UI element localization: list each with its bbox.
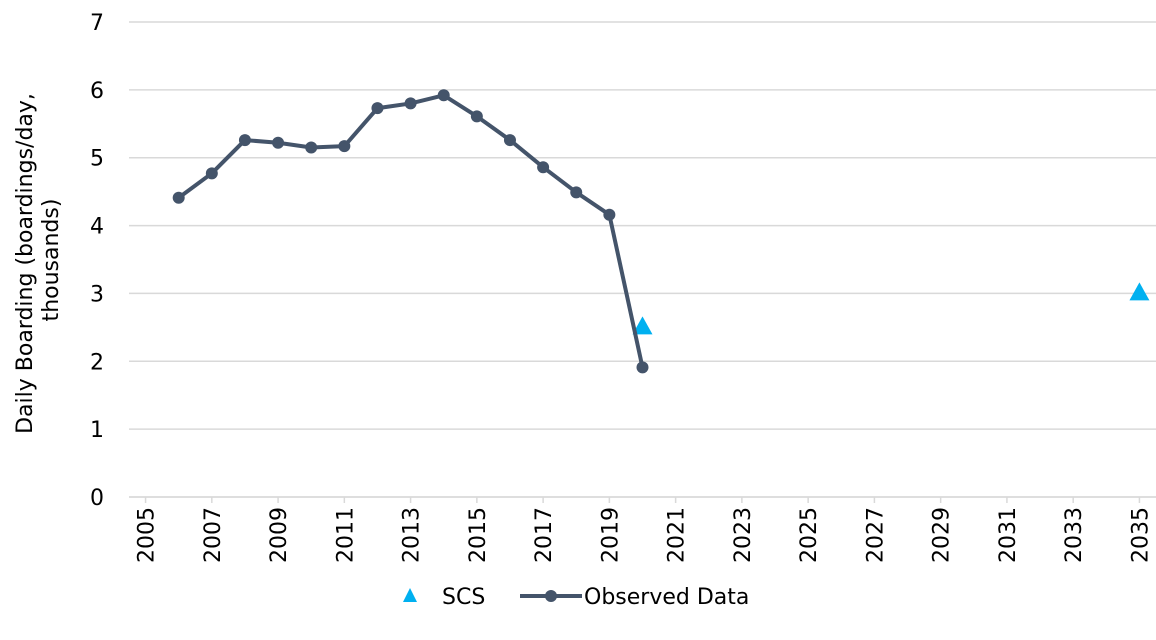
y-tick-label: 5 — [90, 147, 104, 172]
triangle-marker — [1129, 282, 1150, 301]
x-tick-label: 2007 — [201, 507, 226, 563]
circle-marker — [272, 136, 285, 149]
x-tick-label: 2023 — [731, 507, 756, 563]
x-tick-label: 2029 — [930, 507, 955, 563]
circle-marker — [603, 208, 616, 221]
circle-marker — [238, 134, 251, 147]
circle-marker — [437, 89, 450, 102]
x-tick-label: 2005 — [135, 507, 160, 563]
y-tick-label: 4 — [90, 215, 104, 240]
x-tick-label: 2019 — [598, 507, 623, 563]
legend-label: SCS — [442, 585, 485, 610]
circle-marker — [371, 102, 384, 115]
circle-marker — [305, 141, 318, 154]
x-tick-label: 2017 — [532, 507, 557, 563]
circle-marker — [338, 140, 351, 153]
triangle-marker — [632, 316, 653, 335]
legend-marker — [403, 588, 417, 602]
y-tick-label: 6 — [90, 79, 104, 104]
circle-marker — [205, 167, 218, 180]
x-tick-label: 2009 — [267, 507, 292, 563]
y-tick-label: 1 — [90, 418, 104, 443]
y-tick-label: 0 — [90, 486, 104, 511]
circle-marker — [537, 161, 550, 174]
x-tick-label: 2035 — [1128, 507, 1153, 563]
y-tick-label: 7 — [90, 11, 104, 36]
y-axis-label-line: thousands) — [39, 199, 64, 322]
x-tick-label: 2011 — [333, 507, 358, 563]
y-axis-label: Daily Boarding (boardings/day, thousands… — [13, 86, 64, 434]
legend-marker — [545, 590, 557, 602]
x-tick-label: 2031 — [996, 507, 1021, 563]
x-tick-label: 2027 — [863, 507, 888, 563]
x-tick-label: 2033 — [1062, 507, 1087, 563]
x-tick-label: 2021 — [665, 507, 690, 563]
legend-item: SCS — [403, 585, 485, 610]
legend-item: Observed Data — [520, 585, 749, 610]
circle-marker — [404, 97, 417, 110]
x-tick-label: 2025 — [797, 507, 822, 563]
x-tick-label: 2015 — [466, 507, 491, 563]
legend-label: Observed Data — [584, 585, 749, 610]
circle-marker — [503, 134, 516, 147]
y-axis-label-line: Daily Boarding (boardings/day, — [13, 93, 38, 434]
circle-marker — [636, 361, 649, 374]
y-tick-label: 3 — [90, 282, 104, 307]
circle-marker — [470, 110, 483, 123]
x-tick-label: 2013 — [400, 507, 425, 563]
y-tick-label: 2 — [90, 350, 104, 375]
circle-marker — [570, 186, 583, 199]
circle-marker — [172, 191, 185, 204]
